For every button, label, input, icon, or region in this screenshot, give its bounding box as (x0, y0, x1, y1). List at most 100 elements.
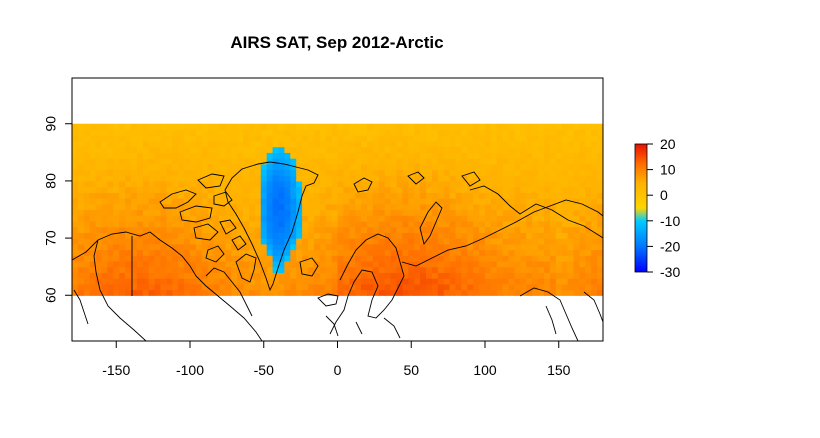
heatmap-cell (72, 220, 79, 228)
heatmap-cell (278, 215, 285, 222)
heatmap-cell (437, 272, 445, 279)
heatmap-cell (408, 146, 415, 153)
heatmap-cell (473, 180, 480, 188)
heatmap-cell (396, 180, 403, 188)
heatmap-cell (538, 266, 545, 273)
heatmap-cell (125, 243, 132, 251)
heatmap-cell (355, 266, 362, 273)
heatmap-cell (237, 192, 244, 199)
heatmap-cell (237, 226, 244, 233)
heatmap-cell (219, 232, 226, 239)
heatmap-cell (225, 129, 232, 136)
heatmap-cell (72, 266, 79, 273)
heatmap-cell (201, 129, 209, 136)
heatmap-cell (520, 243, 527, 251)
heatmap-cell (443, 163, 451, 171)
heatmap-cell (437, 209, 445, 216)
heatmap-cell (172, 255, 179, 262)
heatmap-cell (520, 289, 527, 296)
heatmap-cell (420, 192, 427, 199)
heatmap-cell (125, 192, 132, 199)
x-tick-label: 100 (473, 362, 497, 378)
heatmap-cell (266, 278, 274, 285)
heatmap-cell (272, 180, 280, 188)
heatmap-cell (243, 266, 250, 273)
heatmap-cell (443, 266, 451, 273)
heatmap-cell (514, 272, 521, 279)
heatmap-cell (83, 203, 91, 211)
heatmap-cell (142, 272, 150, 279)
heatmap-cell (567, 163, 575, 171)
heatmap-cell (225, 266, 232, 273)
heatmap-cell (131, 278, 138, 285)
heatmap-cell (313, 158, 321, 165)
heatmap-cell (154, 169, 162, 176)
heatmap-cell (502, 158, 510, 165)
heatmap-cell (237, 158, 244, 165)
heatmap-cell (561, 186, 569, 193)
heatmap-cell (591, 243, 598, 251)
heatmap-cell (260, 158, 268, 165)
heatmap-cell (95, 232, 103, 239)
heatmap-cell (319, 260, 327, 268)
heatmap-cell (461, 198, 468, 205)
heatmap-cell (414, 180, 421, 188)
heatmap-cell (302, 180, 309, 188)
heatmap-cell (131, 232, 138, 239)
heatmap-cell (443, 255, 451, 262)
heatmap-cell (278, 283, 285, 291)
heatmap-cell (555, 203, 563, 211)
heatmap-cell (496, 255, 504, 262)
heatmap-cell (201, 198, 209, 205)
heatmap-cell (467, 278, 474, 285)
heatmap-cell (260, 180, 268, 188)
heatmap-cell (249, 123, 256, 131)
heatmap-cell (260, 198, 268, 205)
heatmap-cell (113, 209, 120, 216)
heatmap-cell (567, 283, 575, 291)
heatmap-cell (136, 220, 144, 228)
heatmap-cell (207, 152, 215, 159)
heatmap-cell (479, 203, 486, 211)
heatmap-cell (272, 209, 280, 216)
heatmap-cell (390, 260, 398, 268)
heatmap-cell (372, 249, 380, 256)
heatmap-cell (154, 220, 162, 228)
heatmap-cell (237, 278, 244, 285)
heatmap-cell (485, 260, 492, 268)
heatmap-cell (178, 163, 185, 171)
heatmap-cell (414, 283, 421, 291)
heatmap-cell (378, 123, 386, 131)
heatmap-cell (437, 283, 445, 291)
heatmap-cell (95, 272, 103, 279)
heatmap-cell (573, 123, 580, 131)
heatmap-cell (119, 158, 126, 165)
heatmap-cell (485, 129, 492, 136)
heatmap-cell (485, 152, 492, 159)
heatmap-cell (390, 243, 398, 251)
heatmap-cell (290, 266, 297, 273)
heatmap-cell (213, 226, 221, 233)
heatmap-cell (83, 146, 91, 153)
heatmap-cell (343, 186, 350, 193)
heatmap-cell (195, 198, 203, 205)
heatmap-cell (337, 186, 344, 193)
heatmap-cell (243, 135, 250, 142)
heatmap-cell (390, 198, 398, 205)
heatmap-cell (437, 266, 445, 273)
heatmap-cell (184, 192, 191, 199)
heatmap-cell (219, 140, 226, 148)
heatmap-cell (278, 129, 285, 136)
heatmap-cell (437, 198, 445, 205)
heatmap-cell (597, 220, 603, 228)
heatmap-cell (549, 266, 557, 273)
heatmap-cell (77, 158, 85, 165)
heatmap-cell (190, 140, 197, 148)
heatmap-cell (331, 238, 339, 245)
heatmap-cell (473, 163, 480, 171)
heatmap-cell (544, 243, 551, 251)
heatmap-cell (337, 226, 344, 233)
heatmap-cell (378, 129, 386, 136)
heatmap-cell (538, 129, 545, 136)
heatmap-cell (83, 180, 91, 188)
